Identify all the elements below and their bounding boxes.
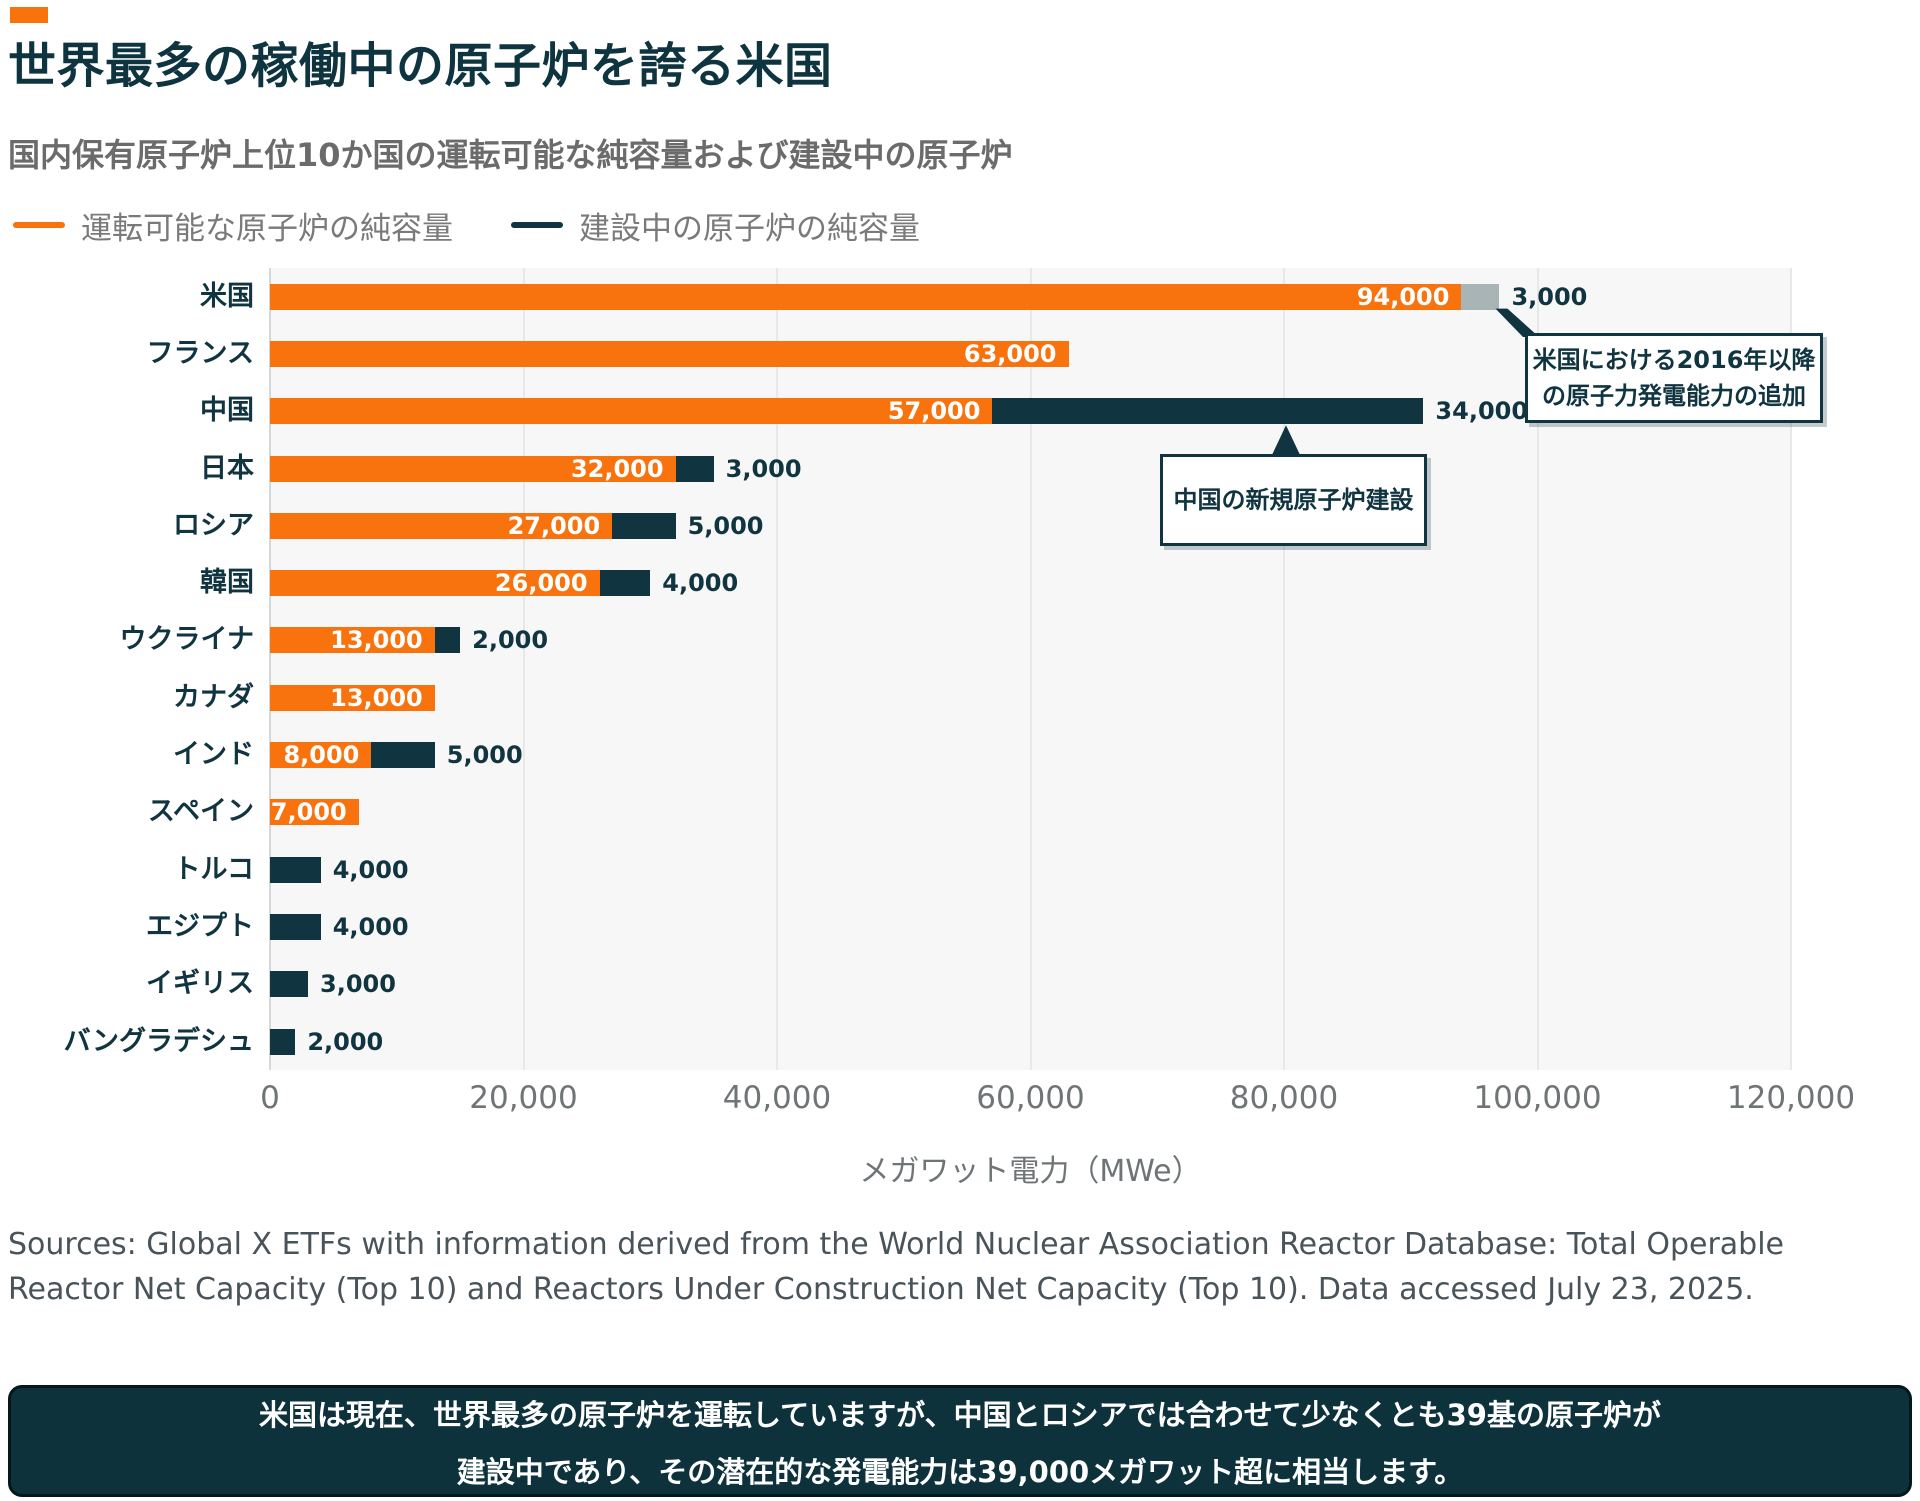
- bar-value-outside: 4,000: [332, 855, 409, 884]
- bar-value-inside: 8,000: [283, 741, 360, 770]
- bar-segment-construction: [270, 971, 309, 998]
- bar-value-outside: 3,000: [1511, 282, 1588, 311]
- bar-value-outside: 2,000: [307, 1027, 384, 1056]
- bar-segment-construction: [599, 570, 651, 597]
- bar-segment-construction: [270, 1028, 296, 1055]
- country-label: トルコ: [173, 853, 254, 885]
- bar-segment-construction: [270, 856, 321, 883]
- brand-accent-square: [10, 7, 48, 23]
- bar-value-inside: 7,000: [270, 798, 347, 827]
- chart-legend: 運転可能な原子炉の純容量 建設中の原子炉の純容量: [13, 203, 920, 248]
- bar-segment-operable: [270, 799, 359, 826]
- bar-value-outside: 3,000: [725, 454, 802, 483]
- country-label: ロシア: [173, 509, 254, 541]
- bar-segment-construction: [371, 742, 435, 769]
- gridline: [776, 268, 778, 1070]
- bar-segment-operable: [270, 283, 1462, 310]
- x-tick-label: 20,000: [469, 1080, 578, 1116]
- bar-segment-operable: [270, 742, 372, 769]
- gridline: [1790, 268, 1792, 1070]
- bar-value-inside: 27,000: [507, 511, 601, 540]
- bar-segment-operable: [270, 340, 1069, 367]
- bar-value-inside: 13,000: [330, 626, 423, 655]
- country-label: インド: [173, 739, 254, 771]
- x-axis-title: メガワット電力（MWe）: [859, 1154, 1202, 1189]
- takeaway-line-1: 米国は現在、世界最多の原子炉を運転していますが、中国とロシアでは合わせて少なくと…: [259, 1397, 1661, 1432]
- bar-value-outside: 5,000: [446, 741, 523, 770]
- takeaway-banner: 米国は現在、世界最多の原子炉を運転していますが、中国とロシアでは合わせて少なくと…: [8, 1385, 1912, 1497]
- bar-segment-operable: [270, 455, 676, 482]
- bar-value-inside: 32,000: [570, 454, 664, 483]
- bar-value-outside: 4,000: [662, 569, 739, 598]
- sources-note: Sources: Global X ETFs with information …: [8, 1227, 1785, 1307]
- country-label: フランス: [146, 337, 254, 369]
- legend-item: 建設中の原子炉の純容量: [511, 203, 920, 248]
- bar-value-inside: 63,000: [963, 339, 1057, 368]
- gridline: [522, 268, 525, 1070]
- country-label: 中国: [200, 395, 254, 427]
- bar-segment-operable: [270, 627, 435, 654]
- x-tick-label: 60,000: [976, 1080, 1085, 1116]
- x-tick-label: 120,000: [1726, 1080, 1856, 1116]
- bar-value-inside: 26,000: [494, 569, 588, 598]
- gridline: [1536, 268, 1539, 1070]
- annotation-text: 中国の新規原子炉建設: [1173, 486, 1414, 514]
- bar-segment-operable: [270, 684, 435, 711]
- legend-label: 運転可能な原子炉の純容量: [81, 210, 453, 247]
- bar-segment-operable: [270, 512, 613, 539]
- country-label: バングラデシュ: [63, 1025, 254, 1057]
- country-label: ウクライナ: [119, 624, 254, 656]
- annotation-box-us-additions: 米国における2016年以降 の原子力発電能力の追加: [1525, 333, 1823, 423]
- bar-segment-operable: [270, 398, 993, 425]
- gridline: [269, 268, 271, 1070]
- chart-subtitle: 国内保有原子炉上位10か国の運転可能な純容量および建設中の原子炉: [8, 136, 1013, 174]
- bar-segment-construction: [675, 455, 714, 482]
- bar-value-outside: 2,000: [472, 626, 549, 655]
- legend-item: 運転可能な原子炉の純容量: [13, 203, 453, 248]
- country-label: スペイン: [147, 796, 254, 828]
- legend-swatch-construction: [511, 222, 563, 228]
- x-tick-label: 100,000: [1473, 1080, 1602, 1116]
- bar-value-outside: 4,000: [332, 912, 409, 941]
- x-tick-label: 0: [260, 1080, 280, 1116]
- bar-value-inside: 94,000: [1356, 282, 1450, 311]
- country-label: カナダ: [173, 681, 254, 713]
- annotation-text: 米国における2016年以降: [1532, 346, 1816, 374]
- bar-segment-us_additions: [1461, 283, 1500, 310]
- takeaway-line-2: 建設中であり、その潜在的な発電能力は39,000メガワット超に相当します。: [456, 1454, 1464, 1489]
- bar-segment-construction: [612, 512, 676, 539]
- bar-segment-construction: [992, 398, 1424, 425]
- bar-segment-operable: [270, 570, 600, 597]
- bar-segment-construction: [270, 913, 321, 940]
- page-title: 世界最多の稼働中の原子炉を誇る米国: [8, 38, 833, 94]
- x-tick-label: 40,000: [722, 1080, 832, 1116]
- legend-label: 建設中の原子炉の純容量: [579, 210, 920, 247]
- country-label: 韓国: [200, 567, 254, 599]
- country-label: イギリス: [146, 968, 254, 1000]
- annotation-box-china-construction: 中国の新規原子炉建設: [1160, 454, 1427, 546]
- gridline: [1283, 268, 1285, 1070]
- bar-segment-construction: [434, 627, 461, 654]
- bar-value-outside: 5,000: [687, 511, 764, 540]
- gridline: [1029, 268, 1032, 1070]
- bar-value-outside: 34,000: [1435, 397, 1529, 426]
- x-tick-label: 80,000: [1229, 1080, 1339, 1116]
- annotation-text: の原子力発電能力の追加: [1542, 382, 1806, 410]
- legend-swatch-operable: [13, 222, 65, 228]
- country-label: 米国: [200, 280, 254, 312]
- country-label: エジプト: [146, 910, 254, 942]
- country-label: 日本: [200, 452, 254, 484]
- bar-value-outside: 3,000: [320, 970, 396, 999]
- bar-value-inside: 57,000: [887, 397, 981, 426]
- bar-value-inside: 13,000: [330, 683, 423, 712]
